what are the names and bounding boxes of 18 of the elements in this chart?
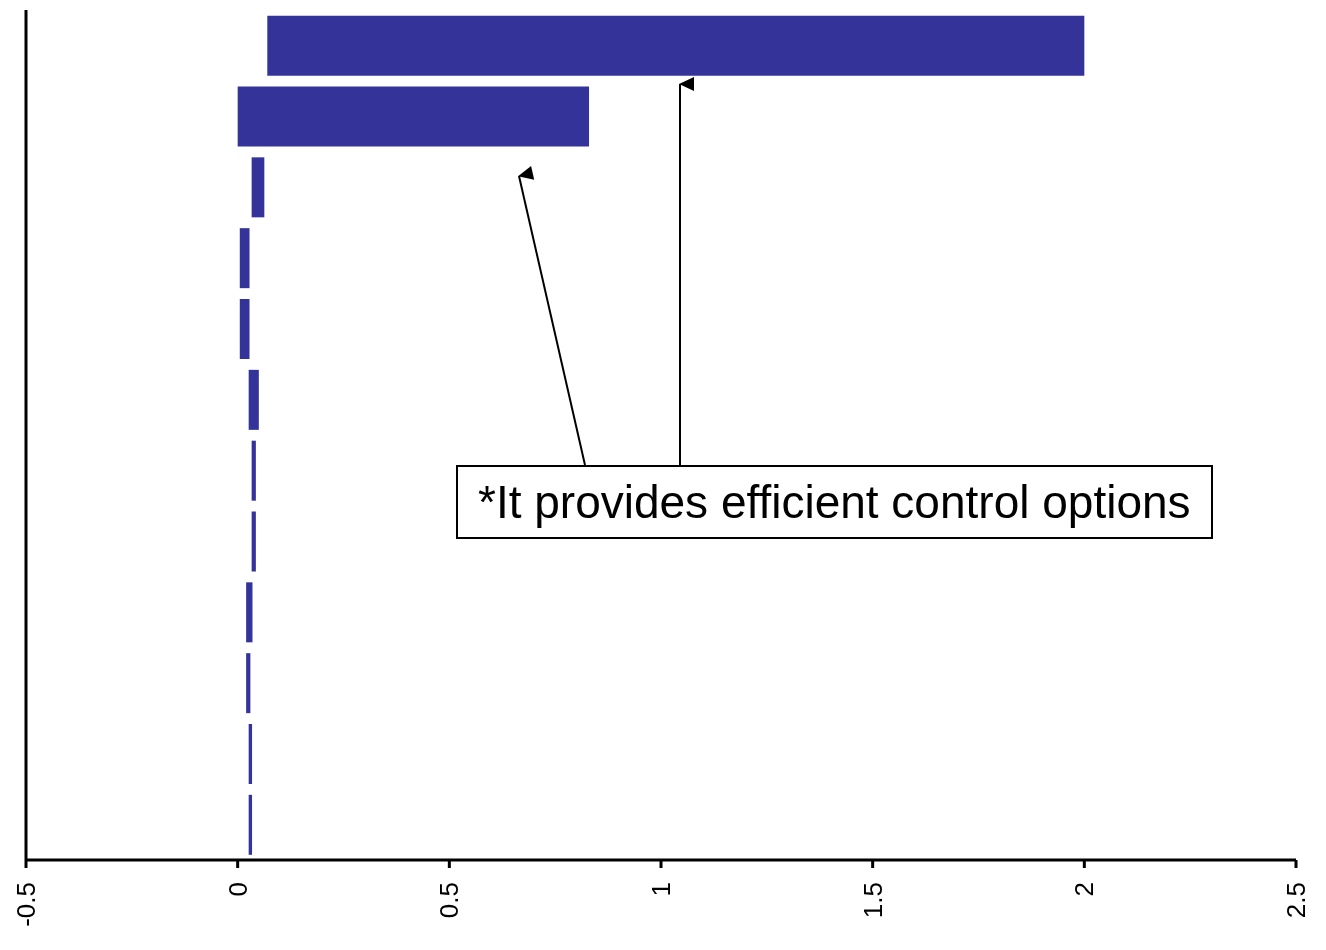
- bar: [239, 299, 250, 359]
- bar: [251, 440, 256, 501]
- x-tick-label: 1.5: [857, 882, 888, 919]
- x-tick-label: 2.5: [1281, 882, 1311, 919]
- bar: [267, 15, 1085, 76]
- x-tick-label: 2: [1069, 882, 1100, 897]
- x-tick-label: 0.5: [434, 882, 465, 919]
- x-tick-label: 0: [222, 882, 253, 897]
- bar: [251, 157, 265, 218]
- bar: [237, 86, 590, 147]
- x-tick-label: -0.5: [11, 882, 41, 927]
- bar: [251, 511, 256, 572]
- bar: [246, 653, 251, 714]
- bar: [239, 228, 250, 289]
- bar: [246, 582, 253, 643]
- annotation: *It provides efficient control options: [456, 465, 1213, 539]
- bar: [248, 369, 259, 430]
- x-tick-label: 1: [646, 882, 676, 897]
